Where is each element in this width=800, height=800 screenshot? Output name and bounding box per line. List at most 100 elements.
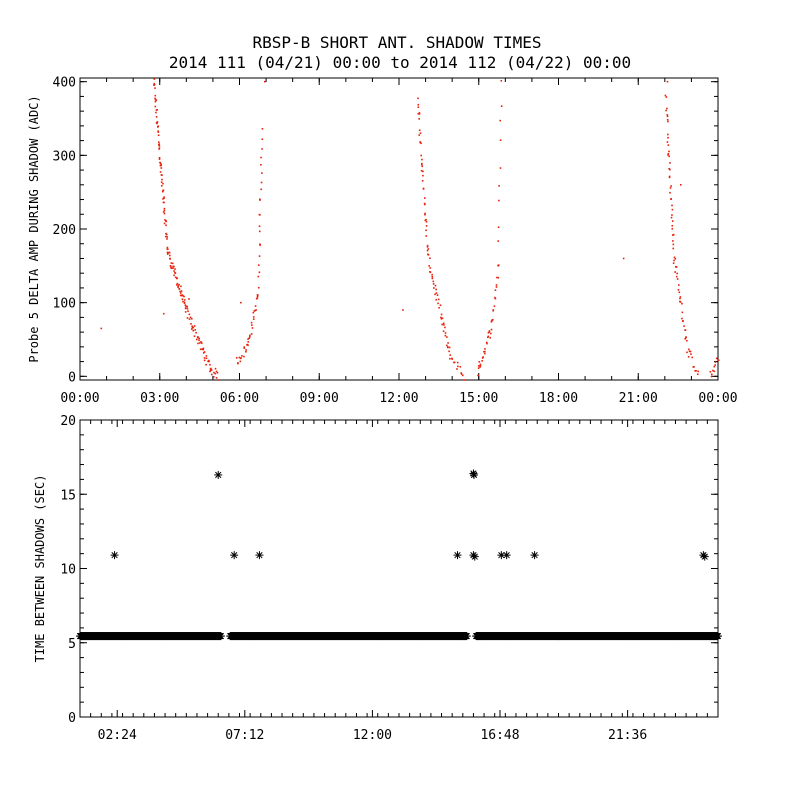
data-point — [431, 273, 433, 276]
data-point — [248, 337, 251, 340]
data-point — [666, 114, 669, 116]
asterisk-marker — [462, 632, 471, 641]
data-point — [205, 363, 207, 366]
data-point — [433, 287, 435, 289]
data-point — [417, 106, 420, 109]
data-point — [672, 262, 675, 264]
data-point — [429, 267, 432, 269]
data-point — [214, 367, 217, 370]
data-point — [166, 253, 169, 255]
data-point — [238, 356, 241, 359]
data-point — [712, 369, 714, 372]
data-point — [493, 305, 496, 308]
data-point — [671, 220, 674, 222]
data-point — [182, 294, 184, 297]
data-point — [261, 128, 264, 130]
data-point — [446, 344, 448, 347]
data-point — [154, 105, 157, 108]
data-point — [690, 353, 692, 355]
data-point — [209, 369, 212, 372]
data-point — [681, 302, 683, 305]
data-point — [713, 370, 716, 373]
data-point — [710, 373, 713, 376]
data-point — [497, 264, 499, 267]
data-point — [184, 311, 187, 313]
data-point — [162, 211, 165, 213]
data-point — [484, 348, 486, 350]
data-point — [667, 136, 669, 139]
x-tick-label: 18:00 — [539, 391, 578, 406]
data-point — [200, 340, 202, 343]
data-point — [154, 94, 157, 97]
data-point — [186, 317, 189, 319]
data-point — [209, 370, 211, 373]
data-point — [156, 108, 158, 111]
data-point — [178, 288, 181, 290]
data-point — [694, 370, 696, 372]
data-point — [484, 350, 486, 353]
data-point — [192, 326, 195, 329]
data-point — [423, 202, 426, 205]
data-point — [170, 267, 173, 270]
data-point — [440, 316, 442, 319]
data-point — [494, 297, 497, 300]
data-point — [490, 320, 493, 322]
data-point — [442, 322, 445, 325]
data-point — [695, 370, 697, 372]
data-point — [666, 115, 669, 118]
data-point — [691, 356, 694, 359]
data-point — [449, 357, 451, 360]
data-point — [178, 283, 180, 286]
data-point — [419, 132, 422, 134]
data-point — [188, 318, 191, 320]
data-point — [157, 134, 160, 137]
data-point — [689, 350, 692, 353]
data-point — [448, 346, 451, 349]
data-point — [435, 288, 437, 291]
data-point — [198, 337, 200, 340]
data-point — [673, 256, 676, 259]
data-point — [158, 148, 160, 150]
data-point — [177, 286, 179, 289]
data-point — [714, 361, 717, 363]
data-point — [215, 370, 218, 373]
data-point — [158, 143, 161, 145]
data-point — [713, 365, 716, 368]
data-point — [194, 329, 196, 331]
data-point — [668, 150, 670, 153]
data-point — [217, 379, 219, 381]
data-point — [495, 286, 498, 288]
data-point — [158, 147, 161, 149]
data-point — [447, 342, 449, 344]
data-point — [440, 318, 443, 320]
data-point — [674, 257, 677, 260]
data-point — [162, 189, 165, 192]
data-point — [163, 222, 166, 225]
data-point — [494, 296, 496, 299]
data-point — [158, 158, 161, 160]
data-point — [193, 325, 196, 327]
data-point — [667, 120, 669, 123]
data-point — [163, 207, 166, 210]
data-point — [190, 317, 193, 320]
data-point — [158, 145, 161, 147]
data-point — [622, 257, 625, 260]
data-point — [424, 219, 427, 222]
data-point — [246, 343, 249, 346]
data-point — [456, 361, 459, 364]
data-point — [214, 372, 217, 375]
data-point — [258, 271, 261, 274]
data-point — [422, 188, 425, 190]
data-point — [159, 164, 162, 167]
data-point — [174, 268, 176, 270]
data-point — [180, 290, 183, 292]
data-point — [487, 331, 490, 334]
data-point — [684, 329, 687, 331]
data-point — [199, 348, 202, 351]
data-point — [671, 204, 673, 207]
data-point — [427, 254, 430, 256]
data-point — [255, 309, 257, 311]
y-tick-label: 400 — [53, 76, 76, 91]
data-point — [710, 375, 713, 378]
data-point — [419, 141, 422, 144]
